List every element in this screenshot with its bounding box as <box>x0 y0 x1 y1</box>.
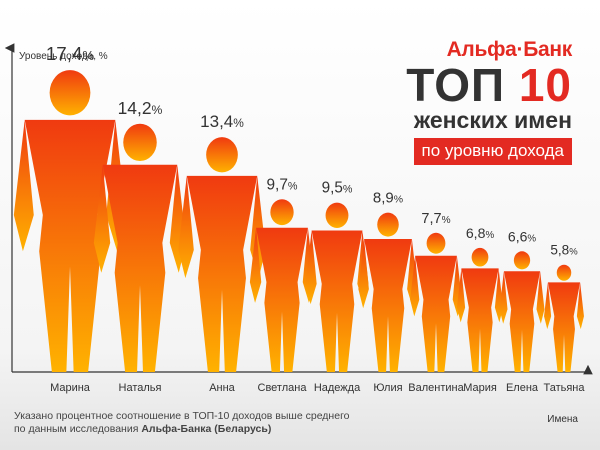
footnote-line2-source: Альфа-Банка (Беларусь) <box>141 423 272 435</box>
value-number: 7,7 <box>421 211 441 227</box>
value-number: 5,8 <box>550 243 569 258</box>
value-number: 6,6 <box>508 228 528 244</box>
category-label-9: Елена <box>506 382 539 394</box>
footnote-line1: Указано процентное соотношение в ТОП-10 … <box>14 410 350 422</box>
brand-subtitle: женских имен <box>413 107 572 133</box>
value-label-10: 5,8% <box>550 243 578 258</box>
value-label-9: 6,6% <box>508 228 536 244</box>
value-unit: % <box>485 230 494 241</box>
brand-logo: Альфа·Банк <box>446 38 573 61</box>
figure-7 <box>410 232 462 372</box>
figure-1 <box>13 70 127 372</box>
figure-10 <box>544 264 584 372</box>
brand-badge: по уровню дохода <box>413 138 572 165</box>
y-axis-label: Уровень дохода, % <box>19 51 108 62</box>
value-unit: % <box>233 116 244 130</box>
category-label-5: Надежда <box>314 382 361 394</box>
value-number: 14,2 <box>118 98 152 118</box>
value-number: 9,5 <box>322 180 343 197</box>
category-label-2: Наталья <box>119 382 162 394</box>
value-number: 8,9 <box>373 190 394 207</box>
figure-8 <box>456 247 504 372</box>
category-label-1: Марина <box>50 382 91 394</box>
footnote-line2-prefix: по данным исследования <box>14 423 139 435</box>
figure-9 <box>499 251 545 372</box>
value-label-4: 9,7% <box>266 176 297 193</box>
figure-5 <box>305 202 369 372</box>
value-label-8: 6,8% <box>466 225 495 241</box>
value-unit: % <box>394 194 403 206</box>
figure-2 <box>93 123 187 372</box>
value-unit: % <box>343 184 353 196</box>
value-number: 13,4 <box>200 112 233 131</box>
footnote: Указано процентное соотношение в ТОП-10 … <box>14 410 350 436</box>
figure-6 <box>358 212 418 372</box>
brand-block: Альфа·Банк ТОП 10 женских имен по уровню… <box>406 38 572 165</box>
value-label-2: 14,2% <box>118 98 163 118</box>
value-unit: % <box>82 48 94 63</box>
footnote-line2: по данным исследования Альфа-Банка (Бела… <box>14 423 350 436</box>
x-axis-label: Имена <box>547 414 578 425</box>
value-number: 9,7 <box>266 176 287 193</box>
value-label-1: 17,4% <box>46 43 95 64</box>
brand-top-number: 10 <box>518 59 572 111</box>
value-label-3: 13,4% <box>200 112 244 131</box>
value-label-7: 7,7% <box>421 211 450 227</box>
category-label-6: Юлия <box>373 382 402 394</box>
value-label-6: 8,9% <box>373 190 403 207</box>
category-label-10: Татьяна <box>543 382 585 394</box>
category-label-7: Валентина <box>408 382 464 394</box>
value-unit: % <box>152 103 163 117</box>
category-label-8: Мария <box>463 382 497 394</box>
category-label-4: Светлана <box>258 382 308 394</box>
value-unit: % <box>569 247 578 258</box>
brand-top-word: ТОП <box>406 59 506 111</box>
value-number: 6,8 <box>466 225 486 241</box>
value-unit: % <box>527 233 536 244</box>
value-unit: % <box>288 180 298 192</box>
category-label-3: Анна <box>209 382 235 394</box>
value-unit: % <box>442 215 451 226</box>
value-number: 17,4 <box>46 43 83 64</box>
value-label-5: 9,5% <box>322 180 353 197</box>
figure-4 <box>249 199 315 372</box>
figure-3 <box>178 137 266 372</box>
brand-top-title: ТОП 10 <box>406 62 572 108</box>
